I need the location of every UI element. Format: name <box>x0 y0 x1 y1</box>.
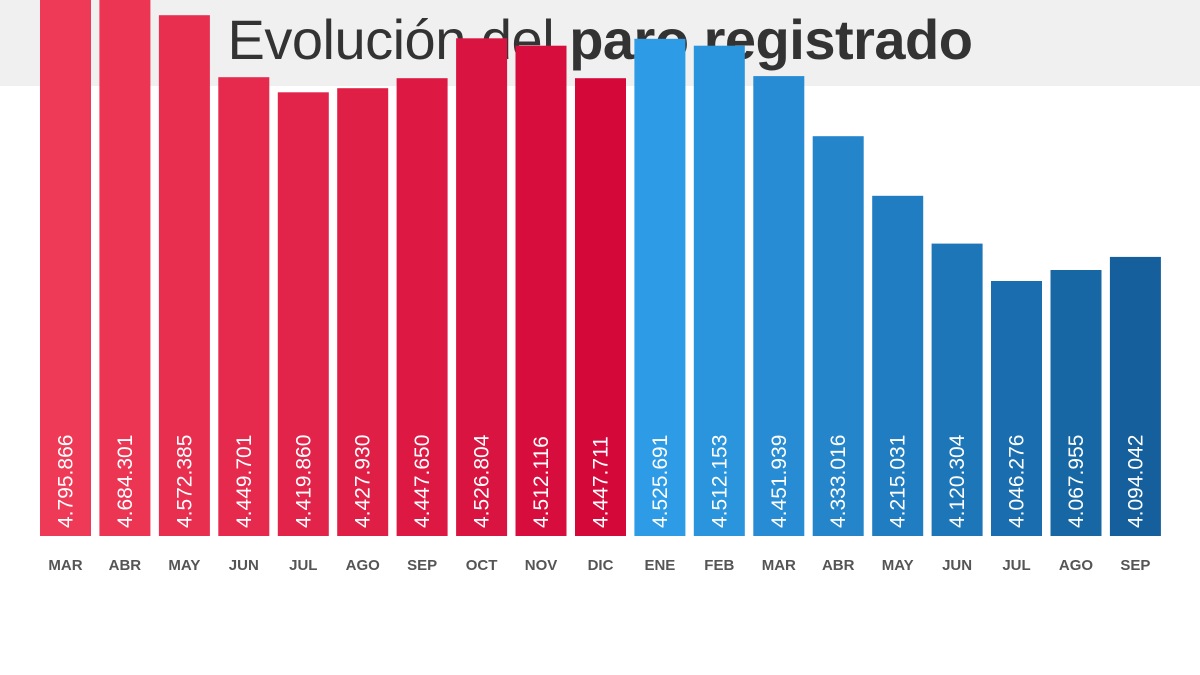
bar-value-label: 4.120.304 <box>946 434 969 528</box>
x-tick-label: OCT <box>466 557 498 574</box>
x-tick-label: MAY <box>168 557 200 574</box>
bar-mar-0 <box>40 0 91 537</box>
bar-value-label: 4.067.955 <box>1065 435 1088 528</box>
bar-abr-1 <box>99 0 151 536</box>
bar-abr-13 <box>812 136 864 536</box>
bar-value-label: 4.094.042 <box>1124 435 1147 528</box>
bar-jul-16 <box>991 281 1042 536</box>
bar-value-label: 4.512.153 <box>708 435 731 528</box>
bar-may-14 <box>872 195 924 537</box>
bar-value-label: 4.046.276 <box>1006 435 1029 528</box>
bar-ago-5 <box>337 88 389 536</box>
bar-jul-4 <box>277 92 329 537</box>
bar-sep-6 <box>396 78 448 536</box>
bar-sep-18 <box>1109 256 1161 536</box>
bar-dic-9 <box>575 78 626 536</box>
bar-value-label: 4.215.031 <box>887 435 910 528</box>
x-tick-label: ENE <box>644 557 675 574</box>
x-tick-label: MAR <box>48 557 82 574</box>
bar-mar-12 <box>753 76 805 536</box>
bar-value-label: 4.419.860 <box>292 435 315 528</box>
x-tick-label: MAR <box>762 557 796 574</box>
x-tick-label: SEP <box>1120 557 1150 574</box>
bar-value-label: 4.427.930 <box>352 435 375 528</box>
x-tick-label: FEB <box>704 557 734 574</box>
bar-value-label: 4.451.939 <box>768 435 791 528</box>
x-tick-label: NOV <box>525 557 558 574</box>
bar-value-label: 4.526.804 <box>471 434 494 528</box>
x-tick-label: JUN <box>229 557 259 574</box>
bar-jun-3 <box>218 77 270 536</box>
bar-feb-11 <box>693 45 745 536</box>
x-tick-label: SEP <box>407 557 437 574</box>
x-tick-label: JUN <box>942 557 972 574</box>
bar-value-label: 4.684.301 <box>114 435 137 528</box>
bar-value-label: 4.447.650 <box>411 435 434 528</box>
x-tick-label: JUL <box>1002 557 1030 574</box>
bar-value-label: 4.512.116 <box>530 436 553 528</box>
bar-value-label: 4.447.711 <box>590 436 613 528</box>
bar-value-label: 4.572.385 <box>173 435 196 528</box>
bar-value-label: 4.333.016 <box>827 435 850 528</box>
x-tick-label: AGO <box>346 557 381 574</box>
bar-ago-17 <box>1050 270 1102 536</box>
x-tick-label: MAY <box>882 557 914 574</box>
bar-value-label: 4.795.866 <box>55 435 78 528</box>
x-tick-label: ABR <box>109 557 142 574</box>
x-tick-label: ABR <box>822 557 855 574</box>
x-tick-label: JUL <box>289 557 317 574</box>
bar-value-label: 4.449.701 <box>233 435 256 528</box>
bar-ene-10 <box>634 38 686 537</box>
x-tick-label: AGO <box>1059 557 1094 574</box>
bar-nov-8 <box>515 45 567 536</box>
x-tick-label: DIC <box>588 557 614 574</box>
bar-jun-15 <box>931 243 983 536</box>
bar-oct-7 <box>456 38 508 537</box>
bar-may-2 <box>158 15 210 536</box>
bar-value-label: 4.525.691 <box>649 435 672 528</box>
